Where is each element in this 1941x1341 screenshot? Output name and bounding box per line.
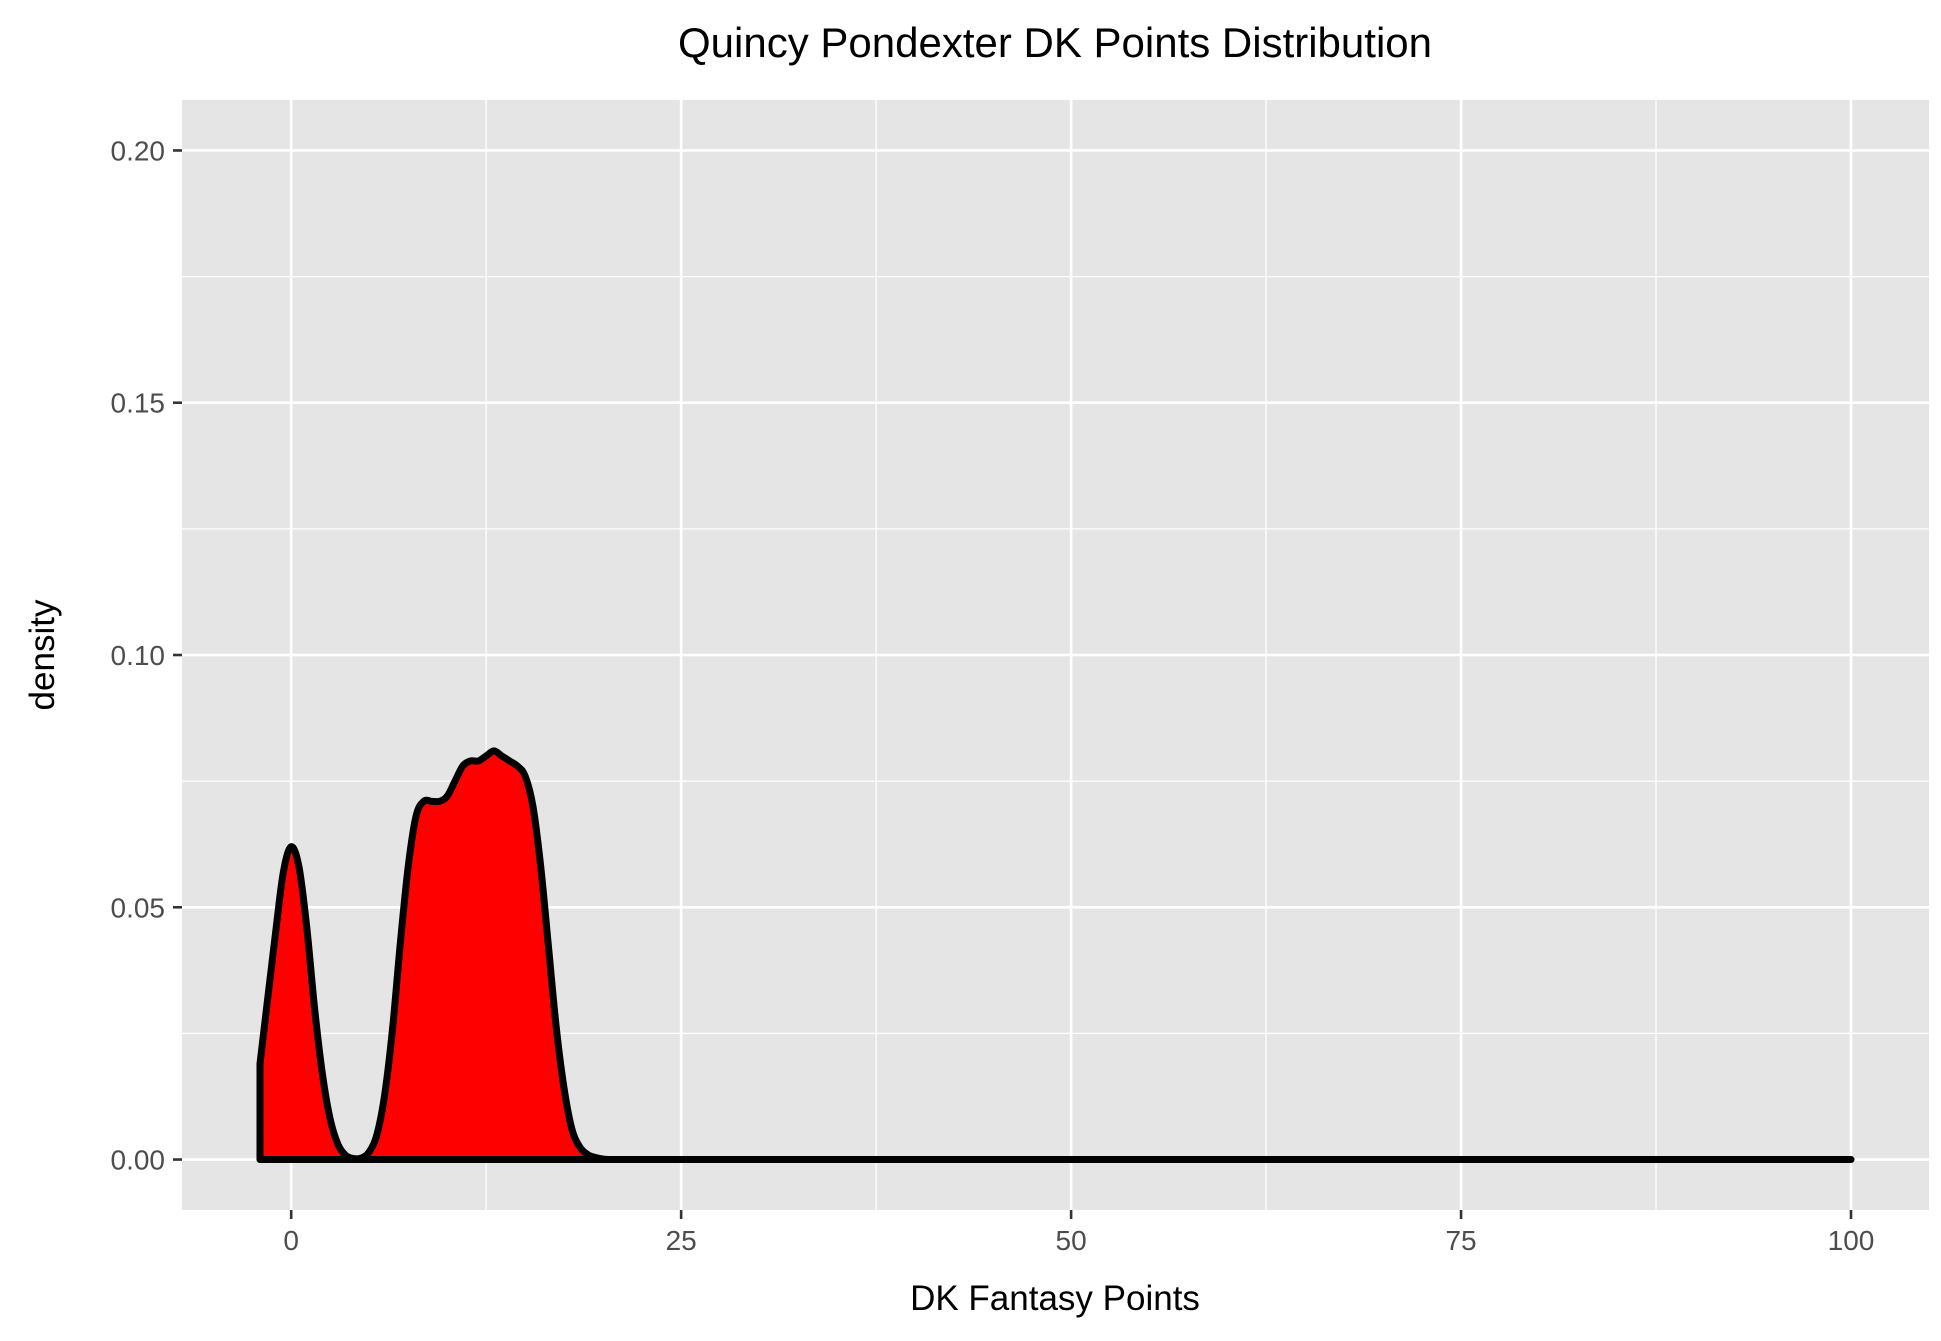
density-area <box>259 750 1852 1160</box>
y-axis: 0.00 0.05 0.10 0.15 0.20 <box>111 135 182 1176</box>
y-tick-label: 0.15 <box>111 388 166 419</box>
y-tick-label: 0.20 <box>111 135 166 166</box>
y-tick-label: 0.00 <box>111 1145 166 1176</box>
x-tick-label: 75 <box>1445 1225 1476 1256</box>
x-tick-label: 50 <box>1056 1225 1087 1256</box>
x-tick-label: 0 <box>283 1225 299 1256</box>
x-tick-label: 25 <box>666 1225 697 1256</box>
x-axis-title: DK Fantasy Points <box>910 1279 1200 1318</box>
y-axis-title: density <box>23 599 62 710</box>
x-axis: 0 25 50 75 100 <box>283 1210 1874 1256</box>
y-tick-label: 0.10 <box>111 640 166 671</box>
chart-title: Quincy Pondexter DK Points Distribution <box>678 19 1432 66</box>
y-tick-label: 0.05 <box>111 892 166 923</box>
x-tick-label: 100 <box>1828 1225 1875 1256</box>
density-line <box>256 747 1855 1164</box>
